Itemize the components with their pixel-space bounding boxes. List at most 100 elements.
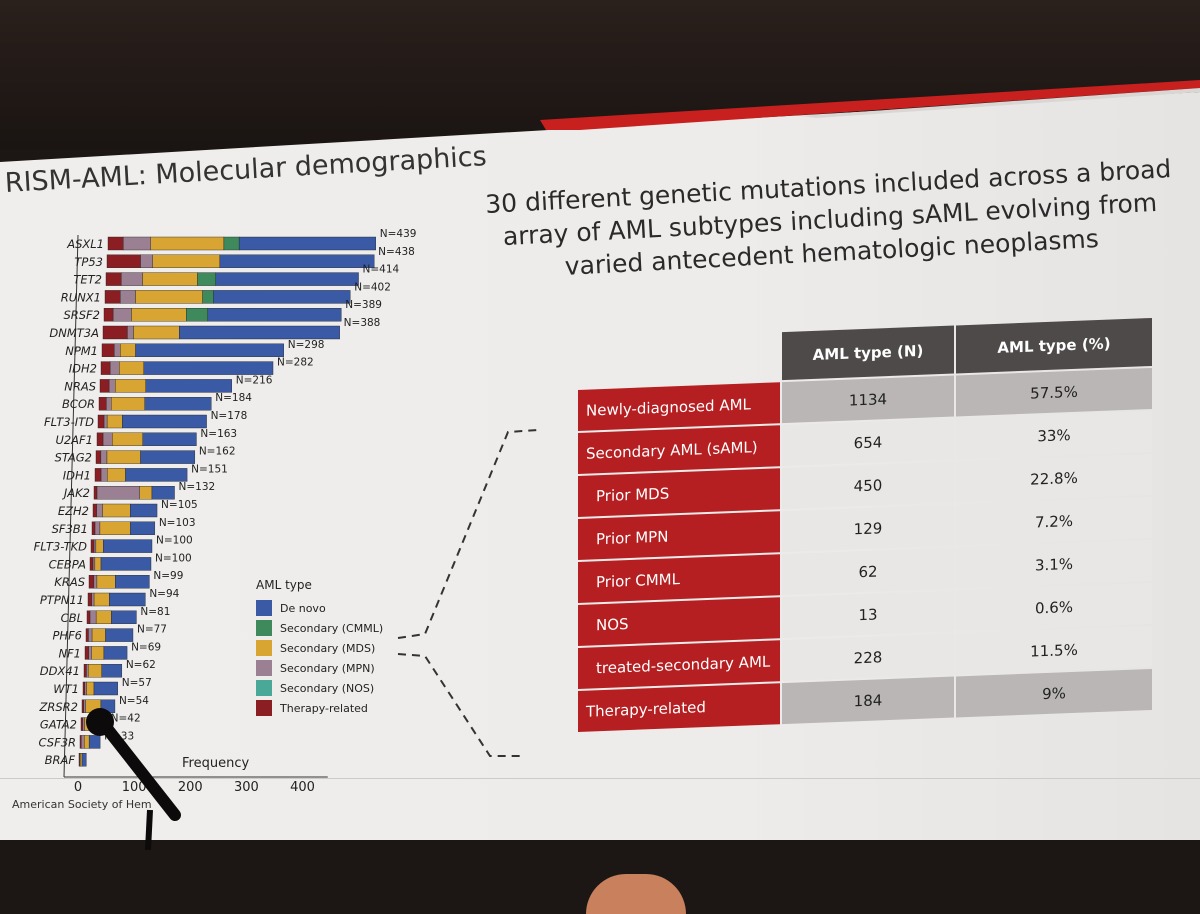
row-percent: 11.5% — [956, 625, 1152, 675]
y-axis-line — [63, 234, 79, 778]
bar-segment-mds — [112, 432, 143, 447]
audience-head — [586, 874, 686, 914]
bar-segment-dn — [101, 664, 123, 678]
legend-swatch-secondary-mpn — [256, 660, 272, 676]
bar-segment-tr — [88, 575, 95, 589]
bar-segment-mds — [95, 539, 104, 553]
bar-count-label: N=77 — [137, 624, 167, 636]
bar-segment-mds — [135, 290, 203, 304]
bar-segment-tr — [86, 610, 91, 624]
bar-segment-mpn — [84, 681, 87, 696]
bar-segment-mpn — [89, 610, 97, 624]
bar-segment-mpn — [88, 628, 93, 642]
bar-segment-cmml — [197, 272, 216, 286]
row-percent: 57.5% — [956, 367, 1152, 417]
bar-segment-mds — [94, 557, 102, 571]
row-label: Prior MPN — [578, 511, 780, 560]
bar-segment-mds — [88, 664, 102, 678]
gene-label: FLT3-ITD — [44, 415, 94, 429]
bar-segment-tr — [92, 503, 97, 518]
legend-label: Secondary (CMML) — [280, 621, 384, 635]
gene-label: CBL — [61, 611, 83, 625]
bar-segment-mds — [99, 521, 131, 535]
bar-segment-mds — [131, 307, 187, 322]
bar-segment-mds — [139, 486, 153, 500]
gene-label: TET2 — [73, 273, 102, 287]
bar-segment-tr — [95, 450, 102, 464]
bar-count-label: N=414 — [363, 264, 400, 276]
legend-item-de-novo: De novo — [256, 598, 383, 618]
bar-count-label: N=163 — [200, 428, 237, 440]
legend-swatch-therapy-related — [256, 700, 272, 716]
gene-label: U2AF1 — [55, 433, 93, 447]
gene-label: SRSF2 — [63, 308, 100, 322]
bar-segment-tr — [107, 236, 124, 251]
bar-segment-dn — [81, 753, 87, 767]
bar-segment-mpn — [91, 592, 95, 607]
bar-segment-mpn — [121, 272, 143, 286]
bar-segment-dn — [122, 414, 207, 429]
bar-segment-mpn — [102, 432, 113, 447]
bar-segment-mds — [150, 236, 225, 251]
bar-count-label: N=100 — [155, 552, 192, 564]
connector-upper — [397, 429, 539, 639]
bar-segment-mpn — [112, 307, 132, 322]
aml-type-table: AML type (N) AML type (%) Newly-diagnose… — [578, 317, 1158, 734]
gene-label: JAK2 — [62, 486, 90, 500]
bar-segment-tr — [83, 664, 87, 678]
bar-segment-tr — [106, 254, 141, 268]
bar-segment-dn — [145, 379, 232, 393]
chart-legend: AML type De novo Secondary (CMML) Second… — [256, 578, 383, 718]
row-label: Prior CMML — [578, 554, 780, 603]
bar-segment-dn — [215, 272, 359, 286]
bar-segment-dn — [88, 735, 101, 749]
bar-segment-mds — [115, 379, 146, 393]
x-tick-label: 400 — [290, 780, 315, 795]
gene-label: PHF6 — [52, 629, 82, 643]
legend-item-secondary-nos: Secondary (NOS) — [256, 678, 383, 698]
bar-segment-tr — [85, 628, 89, 642]
bar-segment-mpn — [96, 503, 103, 518]
bar-segment-tr — [93, 486, 98, 500]
gene-label: CEBPA — [49, 557, 87, 571]
bar-segment-dn — [213, 290, 351, 304]
bar-segment-mds — [91, 646, 105, 660]
bar-segment-dn — [102, 539, 153, 553]
bar-segment-mds — [120, 343, 136, 358]
row-label: treated-secondary AML — [578, 640, 780, 689]
gene-label: EZH2 — [58, 504, 89, 518]
legend-label: Secondary (MDS) — [280, 641, 376, 655]
legend-label: Secondary (MPN) — [280, 661, 375, 675]
gene-label: RUNX1 — [61, 290, 101, 304]
bar-count-label: N=184 — [215, 392, 252, 404]
gene-label: CSF3R — [39, 735, 76, 749]
bar-count-label: N=216 — [236, 374, 273, 386]
bar-segment-mpn — [93, 539, 97, 553]
x-axis-label: Frequency — [182, 756, 250, 771]
legend-swatch-secondary-cmml — [256, 620, 272, 636]
legend-swatch-de-novo — [256, 600, 272, 616]
bar-segment-mpn — [120, 290, 136, 304]
legend-swatch-secondary-mds — [256, 640, 272, 656]
row-percent: 9% — [956, 668, 1152, 718]
bar-count-label: N=62 — [126, 659, 156, 671]
row-count: 184 — [782, 676, 954, 725]
bar-segment-mpn — [103, 414, 108, 429]
bar-segment-tr — [82, 681, 86, 696]
bar-segment-dn — [103, 646, 128, 660]
bar-segment-tr — [89, 557, 94, 571]
bar-segment-mds — [142, 272, 198, 286]
bar-segment-mpn — [140, 254, 153, 268]
row-count: 129 — [782, 504, 954, 553]
x-tick-label: 100 — [122, 780, 147, 795]
row-count: 1134 — [782, 375, 954, 424]
bar-segment-mpn — [127, 325, 134, 340]
bar-count-label: N=162 — [199, 446, 236, 458]
microphone-icon — [86, 708, 181, 850]
gene-label: NRAS — [64, 379, 96, 393]
bar-segment-mds — [119, 361, 144, 375]
bar-segment-mds — [106, 450, 141, 464]
bar-segment-mpn — [100, 468, 108, 482]
bar-segment-tr — [90, 539, 95, 553]
bar-segment-tr — [97, 414, 105, 429]
